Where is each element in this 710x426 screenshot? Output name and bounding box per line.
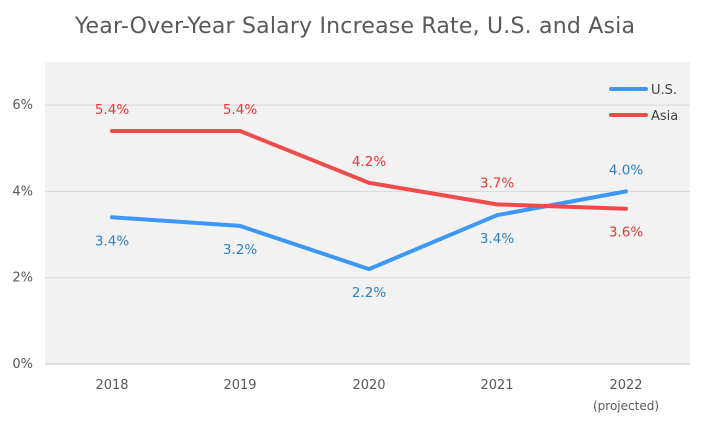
y-tick-label: 6% xyxy=(12,98,33,113)
x-tick-label: 2020 xyxy=(352,378,385,393)
series-line-asia xyxy=(110,129,628,211)
x-tick-label: 2022 xyxy=(609,378,642,393)
data-labels: 3.4% 3.2% 2.2% 3.4% 4.0% 5.4% 5.4% 4.2% 3.7% 3.6% xyxy=(95,102,643,301)
x-axis-ticks: 2018 2019 2020 2021 2022 (projected) xyxy=(95,378,659,413)
data-label: 3.4% xyxy=(480,231,514,247)
legend: U.S. Asia xyxy=(609,83,678,124)
data-label: 3.7% xyxy=(480,175,514,191)
data-label: 4.0% xyxy=(609,162,643,178)
y-tick-label: 2% xyxy=(12,271,33,286)
gridlines xyxy=(45,104,690,365)
plot-area xyxy=(45,62,690,364)
x-tick-label: 2021 xyxy=(480,378,513,393)
y-tick-label: 0% xyxy=(12,357,33,372)
legend-label: Asia xyxy=(651,109,678,124)
x-tick-sublabel: (projected) xyxy=(593,399,659,413)
data-label: 4.2% xyxy=(352,154,386,170)
y-axis-ticks: 0% 2% 4% 6% xyxy=(12,98,33,372)
data-label: 3.4% xyxy=(95,233,129,249)
chart-title: Year-Over-Year Salary Increase Rate, U.S… xyxy=(74,14,636,39)
y-tick-label: 4% xyxy=(12,184,33,199)
legend-label: U.S. xyxy=(651,83,677,98)
data-label: 2.2% xyxy=(352,285,386,301)
data-label: 3.2% xyxy=(223,242,257,258)
x-tick-label: 2019 xyxy=(223,378,256,393)
data-label: 3.6% xyxy=(609,225,643,241)
series-lines xyxy=(110,129,628,272)
x-tick-label: 2018 xyxy=(95,378,128,393)
data-label: 5.4% xyxy=(95,102,129,118)
data-label: 5.4% xyxy=(223,102,257,118)
